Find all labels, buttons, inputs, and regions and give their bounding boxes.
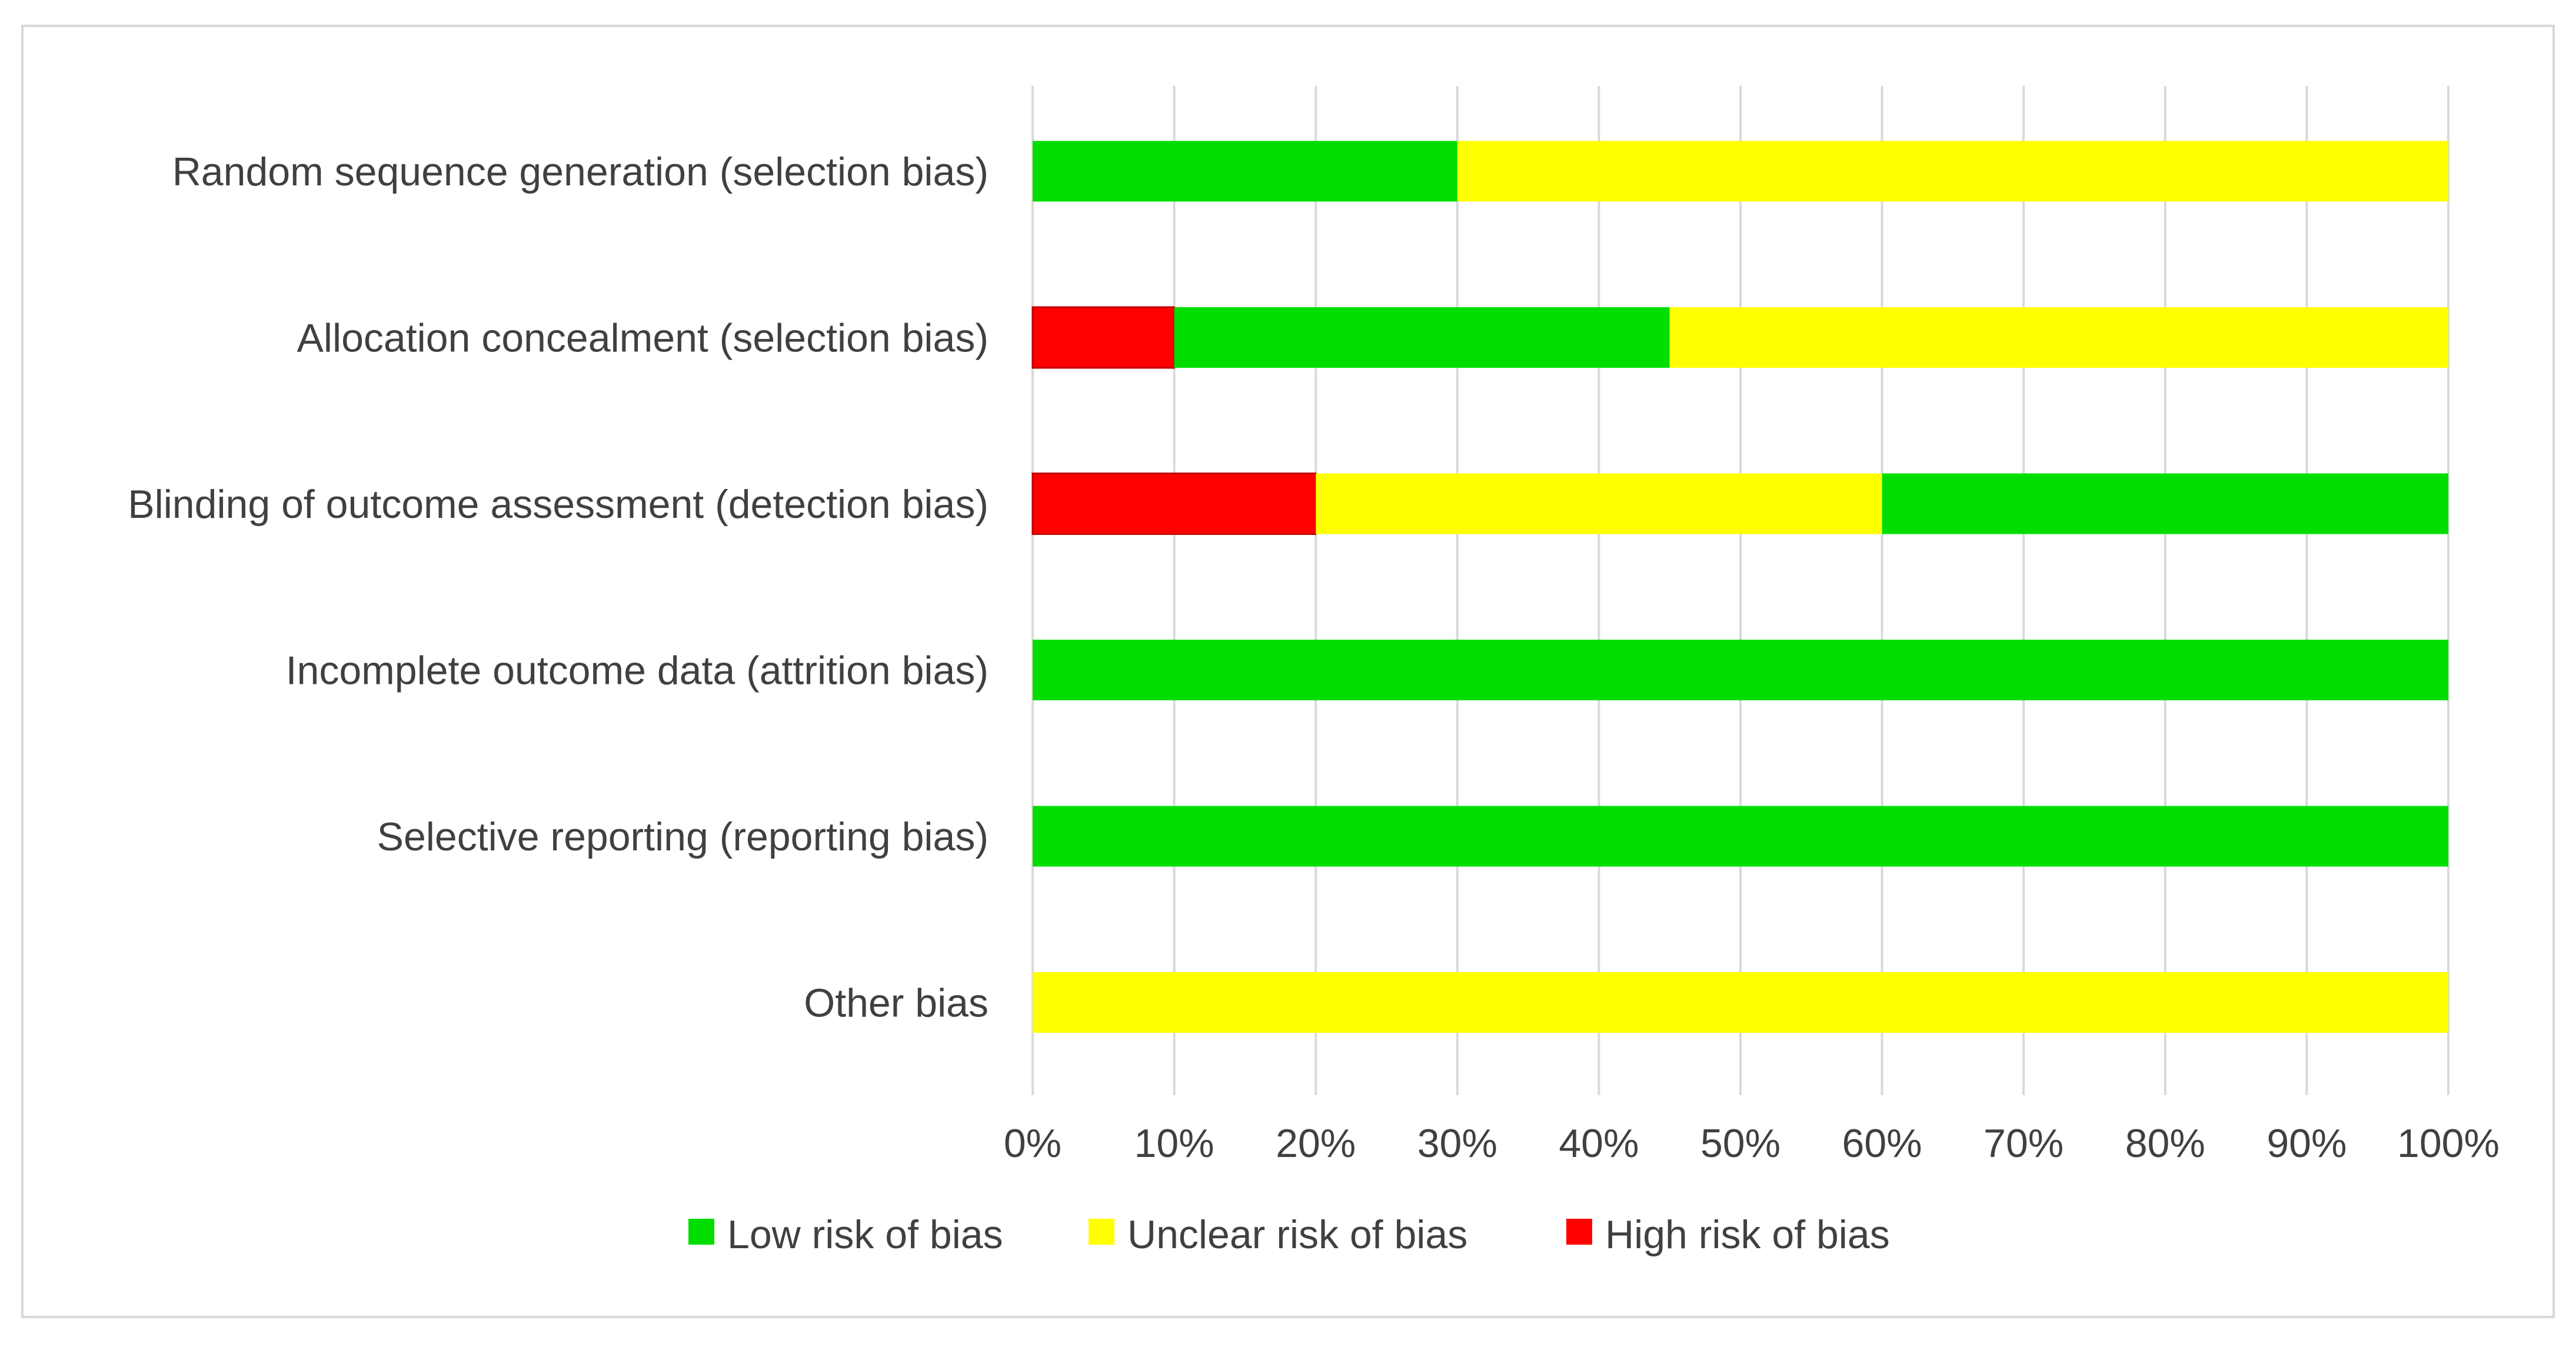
legend-swatch-low [688, 1219, 714, 1245]
category-label-blinding-of-outcome-assessment-detection-bias: Blinding of outcome assessment (detectio… [128, 482, 989, 527]
legend-label-unclear: Unclear risk of bias [1127, 1212, 1467, 1257]
x-tick-9: 90% [2267, 1121, 2347, 1166]
x-tick-4: 40% [1559, 1121, 1639, 1166]
category-label-selective-reporting-reporting-bias: Selective reporting (reporting bias) [377, 814, 989, 859]
x-tick-labels: 0% 10% 20% 30% 40% 50% 60% 70% 80% 90% 100% [1004, 1121, 2500, 1166]
chart-frame: Random sequence generation (selection bi… [21, 25, 2555, 1318]
bar-4-low-risk [1033, 640, 2448, 700]
legend-swatch-unclear [1089, 1219, 1114, 1245]
legend: Low risk of bias Unclear risk of bias High… [688, 1212, 1890, 1257]
bar-2-low-risk [1174, 307, 1670, 368]
bar-2-unclear-risk [1669, 307, 2448, 368]
bar-3-low-risk [1882, 473, 2448, 534]
bar-3-high-risk [1031, 473, 1317, 535]
category-label-incomplete-outcome-data-attrition-bias: Incomplete outcome data (attrition bias) [286, 649, 989, 693]
bar-3-unclear-risk [1316, 473, 1882, 534]
x-tick-2: 20% [1276, 1121, 1356, 1166]
category-label-allocation-concealment-selection-bias: Allocation concealment (selection bias) [297, 316, 989, 361]
bar-1-low-risk [1033, 141, 1457, 202]
category-label-random-sequence-generation-selection-bias: Random sequence generation (selection bi… [172, 149, 989, 194]
x-tick-8: 80% [2125, 1121, 2205, 1166]
bars [1031, 141, 2448, 1033]
risk-of-bias-chart: Random sequence generation (selection bi… [128, 86, 2500, 1257]
x-tick-6: 60% [1842, 1121, 1922, 1166]
bar-5-low-risk [1033, 806, 2448, 867]
x-tick-1: 10% [1134, 1121, 1214, 1166]
legend-swatch-high [1566, 1219, 1592, 1245]
x-tick-0: 0% [1004, 1121, 1061, 1166]
legend-label-high: High risk of bias [1605, 1212, 1890, 1257]
gridlines [1031, 86, 2449, 1095]
x-tick-3: 30% [1417, 1121, 1497, 1166]
bar-1-unclear-risk [1457, 141, 2448, 202]
x-tick-10: 100% [2397, 1121, 2500, 1166]
category-labels: Random sequence generation (selection bi… [128, 149, 989, 1026]
x-tick-5: 50% [1700, 1121, 1780, 1166]
legend-label-low: Low risk of bias [727, 1212, 1003, 1257]
bar-2-high-risk [1031, 306, 1176, 369]
x-tick-7: 70% [1983, 1121, 2064, 1166]
bar-6-unclear-risk [1033, 972, 2448, 1033]
category-label-other-bias: Other bias [804, 981, 989, 1026]
